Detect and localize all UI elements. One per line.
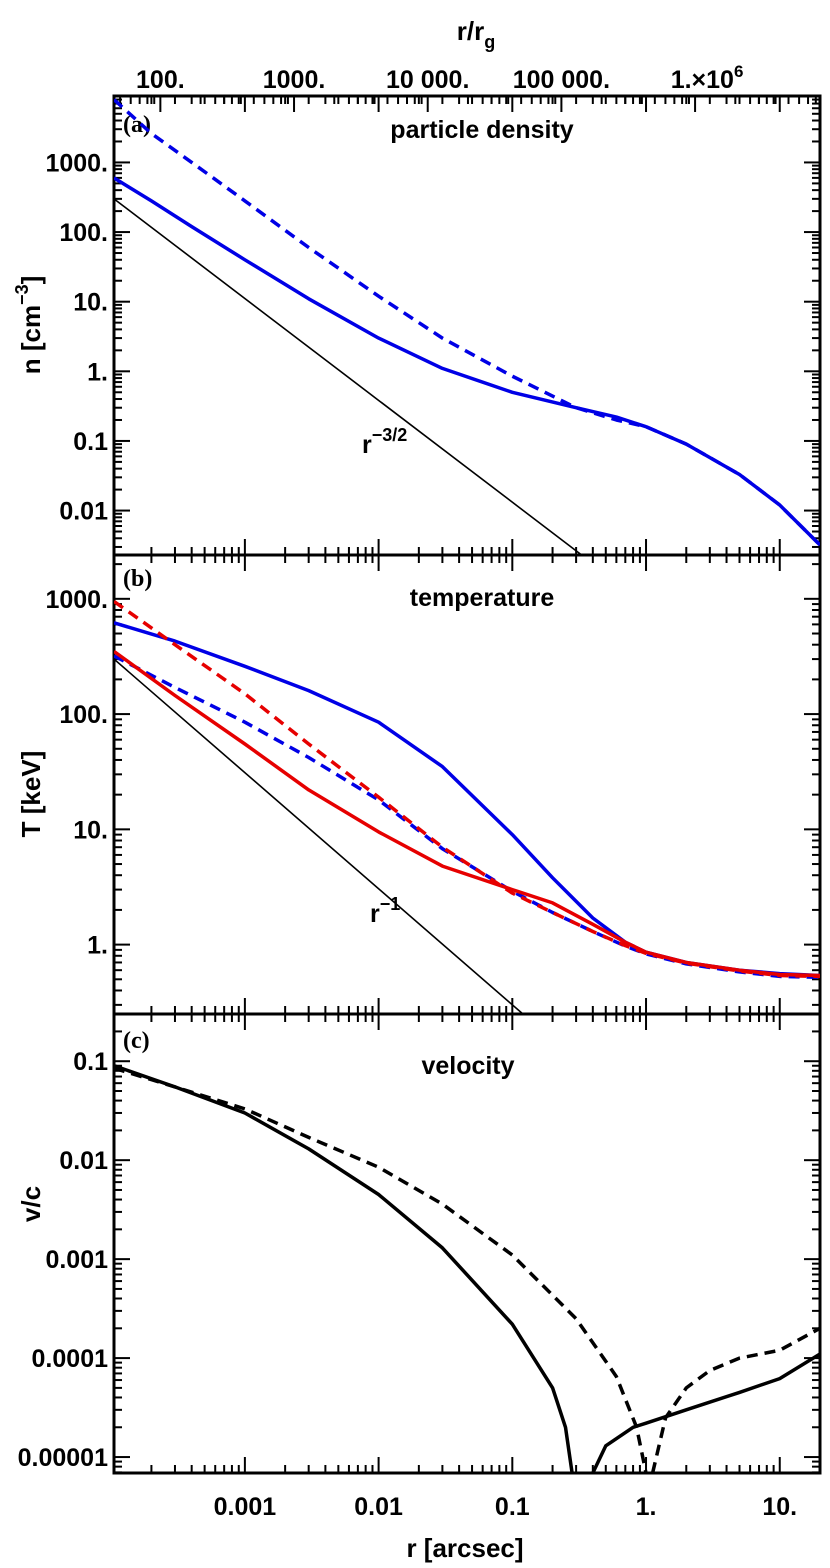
panel-a-ylabel: n [cm−3] xyxy=(12,276,46,375)
panel-a-power-law-reference-line xyxy=(114,198,583,555)
x-tick-label: 10. xyxy=(762,1493,797,1521)
top-axis-title: r/rg xyxy=(457,16,495,52)
panel-b-lines xyxy=(114,599,820,1014)
y-tick-label-a: 100. xyxy=(59,219,108,247)
y-tick-label-c: 0.001 xyxy=(45,1246,108,1274)
top-x-tick-label: 100. xyxy=(136,66,185,94)
panel-a-lines xyxy=(114,98,820,555)
panel-a-label: (a) xyxy=(123,112,151,138)
y-tick-label-c: 0.00001 xyxy=(18,1444,108,1472)
y-tick-label-a: 0.1 xyxy=(73,428,108,456)
y-tick-label-a: 0.01 xyxy=(59,498,108,526)
y-tick-label-a: 10. xyxy=(73,289,108,317)
panel-c-series-0-solid xyxy=(114,1064,574,1473)
y-tick-label-a: 1000. xyxy=(45,149,108,177)
panel-b-title: temperature xyxy=(410,584,555,612)
panel-b-series-3-dashed xyxy=(114,599,820,979)
y-tick-label-b: 10. xyxy=(73,816,108,844)
panel-a-refline-label: r−3/2 xyxy=(362,425,407,459)
panel-c-frame xyxy=(112,1012,822,1475)
y-tick-label-b: 1000. xyxy=(45,586,108,614)
x-tick-label: 0.001 xyxy=(214,1493,277,1521)
x-tick-label: 0.01 xyxy=(354,1493,403,1521)
y-tick-label-a: 1. xyxy=(87,358,108,386)
x-tick-label: 1. xyxy=(636,1493,657,1521)
top-x-tick-label: 100 000. xyxy=(513,66,610,94)
panel-c-title: velocity xyxy=(421,1052,514,1080)
panel-c-lines xyxy=(114,1064,820,1473)
y-tick-label-b: 100. xyxy=(59,701,108,729)
y-tick-label-b: 1. xyxy=(87,932,108,960)
tick-labels: 0.001 0.01 0.1 1. 10. 100. 1000. 10 000. 100 000… xyxy=(18,62,798,1521)
panel-b-frame xyxy=(112,553,822,1016)
panel-b-label: (b) xyxy=(123,566,152,592)
panel-b-ylabel: T [keV] xyxy=(16,751,46,838)
panel-a-series-0-dashed xyxy=(114,98,820,547)
panel-a-series-1-solid xyxy=(114,176,820,547)
panel-b-power-law-reference-line xyxy=(114,658,524,1014)
panel-c-label: (c) xyxy=(123,1028,150,1054)
y-tick-label-c: 0.0001 xyxy=(32,1345,109,1373)
panel-c-series-3-dashed xyxy=(650,1326,820,1473)
panel-c-series-2-dashed xyxy=(114,1066,648,1473)
panel-b-refline-label: r−1 xyxy=(370,894,400,928)
plot-lines xyxy=(114,98,820,1473)
top-x-tick-label: 1000. xyxy=(263,66,326,94)
axis-ticks xyxy=(114,95,821,1474)
top-x-tick-label: 10 000. xyxy=(386,66,469,94)
panel-b-series-2-solid xyxy=(114,649,820,978)
top-x-tick-label: 1.×106 xyxy=(671,62,744,94)
panel-c-ylabel: v/c xyxy=(16,1186,46,1222)
panel-a-frame xyxy=(112,94,822,557)
y-tick-label-c: 0.1 xyxy=(73,1048,108,1076)
x-tick-label: 0.1 xyxy=(495,1493,530,1521)
panel-a-title: particle density xyxy=(390,116,573,144)
y-tick-label-c: 0.01 xyxy=(59,1147,108,1175)
panel-b-series-1-dashed xyxy=(114,654,820,980)
bottom-axis-title: r [arcsec] xyxy=(406,1533,523,1563)
